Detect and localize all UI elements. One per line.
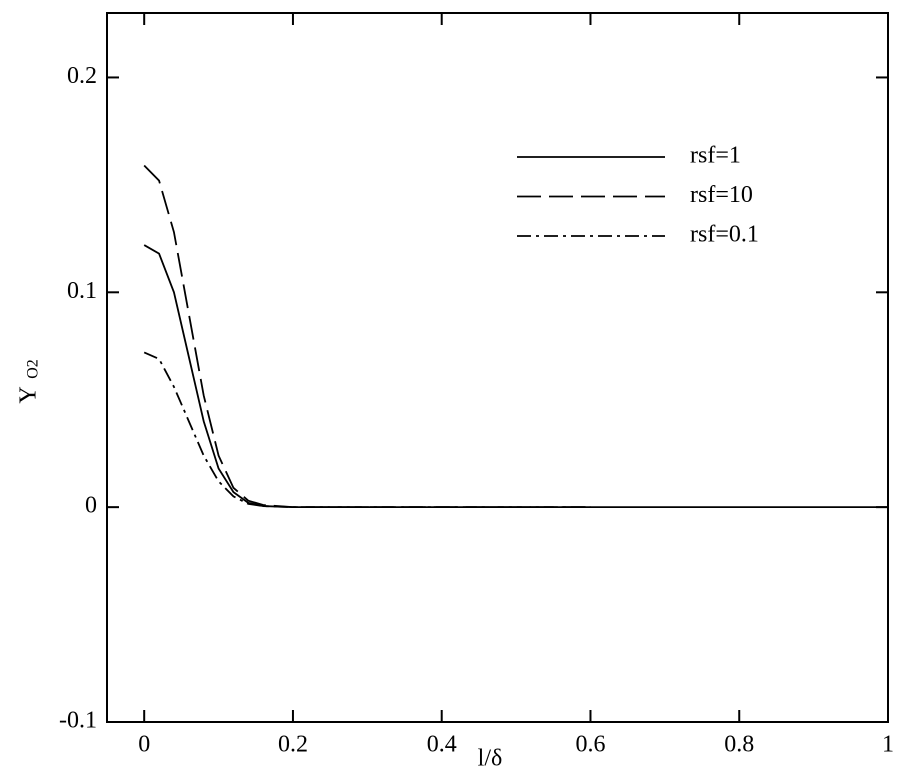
legend-label: rsf=10 [690, 182, 753, 208]
x-tick-label: 0.8 [724, 732, 754, 758]
x-tick-label: 1 [882, 732, 894, 758]
x-tick-label: 0.6 [575, 732, 605, 758]
series-line [143, 351, 591, 509]
y-axis-label-main: Y [16, 386, 42, 403]
x-tick-label: 0.4 [427, 732, 457, 758]
legend-label: rsf=1 [690, 143, 741, 169]
x-axis-label: l/δ [478, 746, 503, 772]
plot-frame [106, 12, 889, 723]
series-line [143, 244, 888, 509]
y-tick-label: 0.2 [67, 63, 97, 89]
y-tick-label: 0.1 [67, 278, 97, 304]
y-axis-label: Y O2 [16, 359, 42, 403]
series-line [143, 164, 591, 509]
y-tick-label: 0 [85, 493, 97, 519]
x-tick-label: 0.2 [278, 732, 308, 758]
y-tick-label: -0.1 [59, 708, 97, 734]
y-axis-label-sub: O2 [25, 359, 42, 379]
x-tick-label: 0 [138, 732, 150, 758]
legend-label: rsf=0.1 [690, 222, 759, 248]
